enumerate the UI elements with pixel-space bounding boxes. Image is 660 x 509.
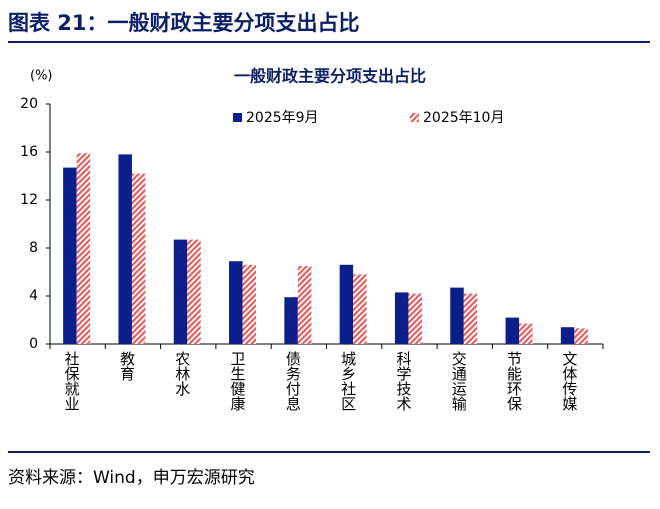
y-tick-label: 20 — [20, 96, 38, 112]
x-tick-label: 社保就业 — [63, 351, 81, 411]
bar — [450, 287, 464, 344]
legend-swatch — [410, 113, 419, 122]
bar — [560, 327, 575, 344]
x-tick-label: 科学技术 — [394, 351, 412, 411]
y-axis-label: (%) — [30, 69, 53, 84]
x-tick-label: 城乡社区 — [339, 351, 357, 411]
bar — [242, 264, 257, 344]
legend-label: 2025年10月 — [423, 110, 504, 126]
y-tick-label: 8 — [29, 240, 38, 256]
bar — [505, 317, 520, 344]
bar — [297, 266, 312, 344]
bar — [353, 274, 367, 344]
x-tick-label: 卫生健康 — [229, 351, 247, 411]
y-tick-label: 16 — [20, 144, 38, 160]
legend-label: 2025年9月 — [246, 110, 319, 126]
bar — [394, 292, 409, 344]
chart-title: 一般财政主要分项支出占比 — [234, 67, 426, 86]
bar — [131, 173, 146, 344]
y-tick-label: 0 — [29, 336, 38, 352]
bar — [187, 239, 201, 344]
x-tick-label: 教育 — [118, 351, 136, 381]
bar — [118, 154, 132, 344]
y-tick-label: 4 — [29, 288, 38, 304]
legend-swatch — [233, 113, 242, 122]
source: 资料来源：Wind，申万宏源研究 — [8, 468, 255, 488]
x-tick-label: 农林水 — [173, 351, 191, 396]
bar — [76, 153, 91, 344]
bar — [63, 167, 77, 344]
x-tick-label: 债务付息 — [284, 351, 302, 411]
bar — [519, 323, 533, 344]
bar — [408, 293, 422, 344]
bar — [229, 261, 243, 344]
bar — [339, 264, 354, 344]
bar — [284, 297, 298, 344]
bar — [173, 239, 188, 344]
x-tick-label: 文体传媒 — [560, 351, 578, 411]
page-title: 图表 21：一般财政主要分项支出占比 — [8, 11, 360, 35]
y-tick-label: 12 — [20, 192, 38, 208]
bar — [574, 328, 588, 344]
bar — [463, 293, 478, 344]
x-tick-label: 节能环保 — [505, 351, 523, 411]
x-tick-label: 交通运输 — [450, 350, 468, 411]
